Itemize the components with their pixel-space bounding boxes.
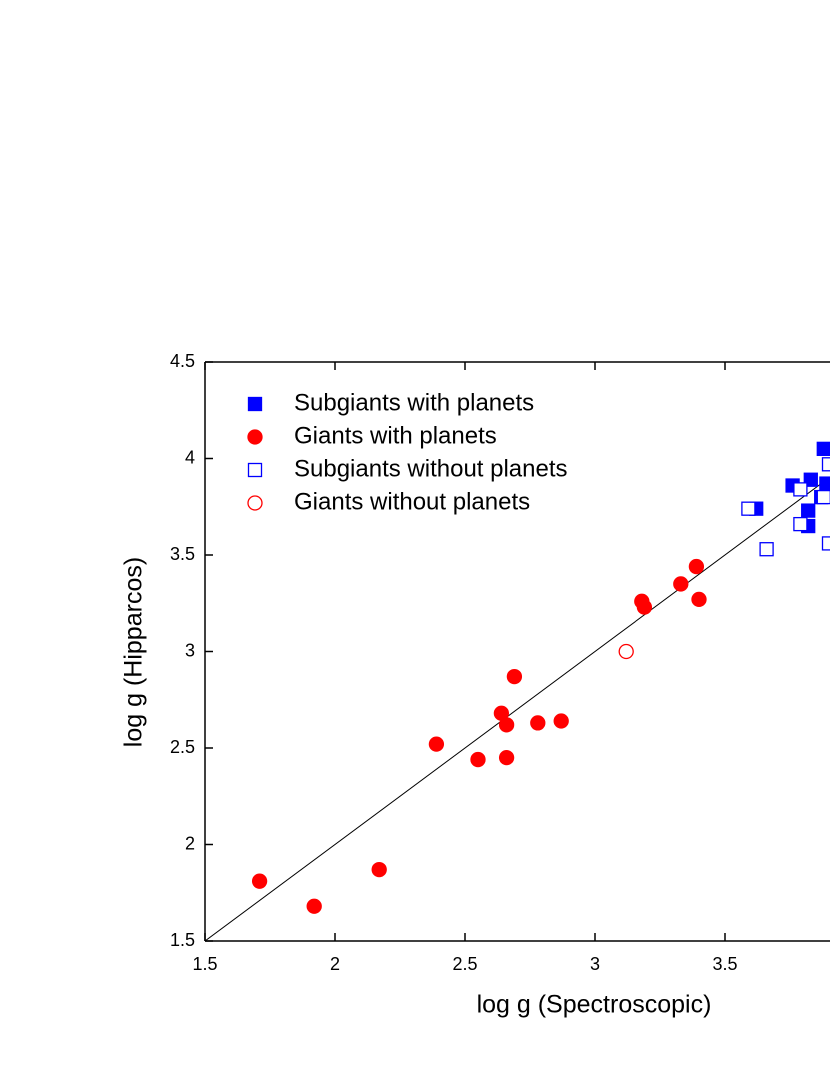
point (821, 536, 830, 551)
legend-marker (247, 396, 263, 412)
point (673, 576, 689, 592)
point (759, 542, 774, 557)
legend-label: Subgiants without planets (294, 455, 568, 482)
point (470, 751, 486, 768)
x-tick-label: 2 (330, 954, 340, 974)
point (821, 457, 830, 472)
point (553, 713, 569, 729)
point (251, 873, 268, 889)
point (801, 503, 816, 518)
point (530, 715, 546, 731)
x-tick-label: 1.5 (192, 954, 217, 974)
x-tick-label: 3 (590, 954, 600, 974)
x-tick-label: 3.5 (712, 954, 737, 974)
legend-marker (247, 495, 263, 511)
x-tick-label: 2.5 (452, 954, 477, 974)
legend-label: Giants with planets (294, 422, 497, 449)
point (506, 668, 523, 685)
plot-area (205, 441, 830, 941)
point (618, 643, 634, 660)
point (306, 898, 322, 914)
y-tick-label: 2.5 (170, 737, 195, 757)
y-tick-label: 2 (185, 833, 195, 853)
legend-label: Subgiants with planets (294, 389, 534, 416)
point (741, 501, 756, 516)
point (816, 489, 830, 505)
x-axis-label: log g (Spectroscopic) (477, 991, 712, 1019)
y-axis-label: log g (Hipparcos) (120, 557, 148, 747)
point (793, 516, 808, 532)
point (691, 591, 707, 608)
point (819, 476, 830, 491)
axes: 1.5 2 2.5 3 3.5 1.5 2 2.5 3 3.5 4 4.5 (170, 351, 830, 974)
point (498, 717, 515, 733)
point (428, 736, 445, 752)
legend-label: Giants without planets (294, 488, 530, 515)
y-tick-label: 4.5 (170, 351, 195, 371)
legend-marker (247, 429, 263, 445)
y-tick-label: 3 (185, 640, 195, 660)
point (636, 599, 653, 615)
y-tick-label: 4 (185, 447, 195, 467)
point (793, 482, 808, 497)
legend-marker (247, 462, 263, 478)
y-tick-label: 3.5 (170, 544, 195, 564)
y-tick-label: 1.5 (170, 930, 195, 950)
point (688, 558, 705, 575)
point (371, 861, 387, 878)
point (498, 750, 515, 766)
identity-line (205, 477, 830, 941)
point (816, 441, 830, 457)
